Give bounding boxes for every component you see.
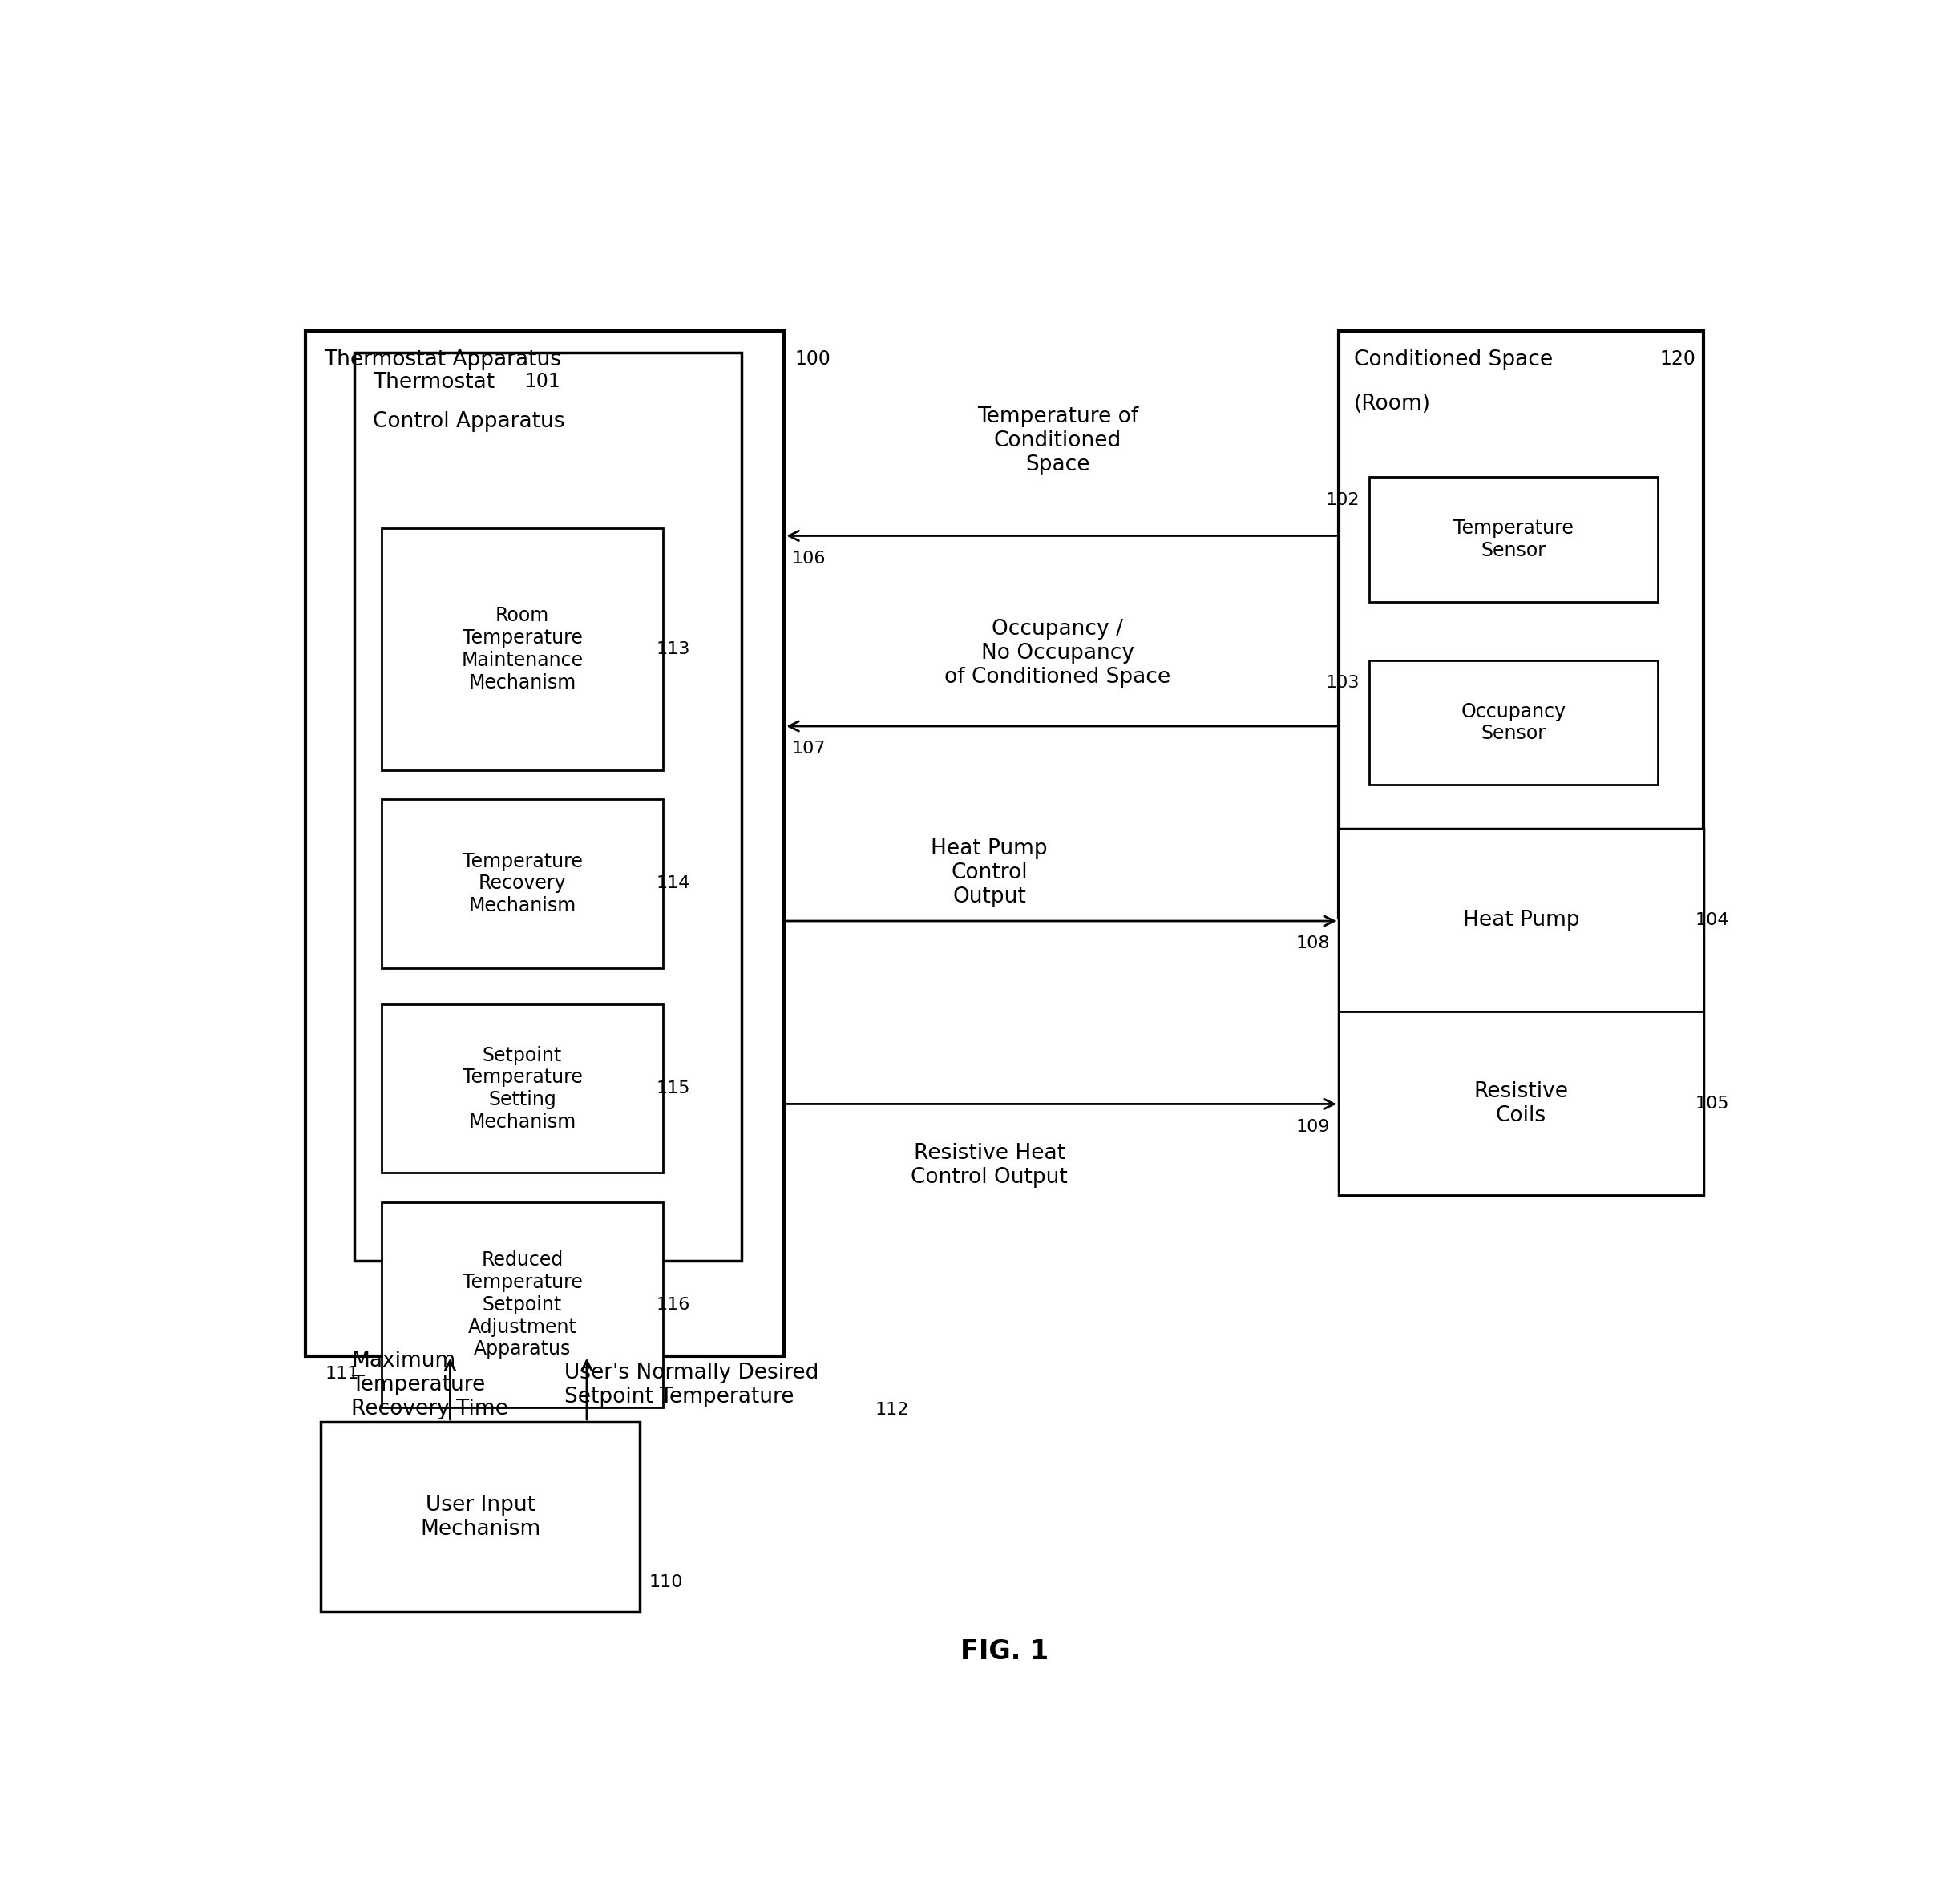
FancyBboxPatch shape xyxy=(1368,477,1658,601)
Text: Thermostat: Thermostat xyxy=(372,371,494,392)
Text: Thermostat Apparatus: Thermostat Apparatus xyxy=(323,350,561,371)
Text: Maximum
Temperature
Recovery Time: Maximum Temperature Recovery Time xyxy=(351,1350,508,1419)
FancyBboxPatch shape xyxy=(1339,829,1703,1012)
Text: Resistive Heat
Control Output: Resistive Heat Control Output xyxy=(911,1143,1068,1189)
Text: Heat Pump
Control
Output: Heat Pump Control Output xyxy=(931,839,1049,907)
Text: 106: 106 xyxy=(792,550,825,567)
Text: Room
Temperature
Maintenance
Mechanism: Room Temperature Maintenance Mechanism xyxy=(461,607,584,692)
Text: Conditioned Space: Conditioned Space xyxy=(1354,350,1552,371)
Text: 109: 109 xyxy=(1296,1118,1329,1135)
Text: Temperature of
Conditioned
Space: Temperature of Conditioned Space xyxy=(976,407,1139,476)
Text: Control Apparatus: Control Apparatus xyxy=(372,411,564,432)
Text: 104: 104 xyxy=(1695,913,1729,928)
FancyBboxPatch shape xyxy=(1339,829,1703,1194)
Text: Resistive
Coils: Resistive Coils xyxy=(1474,1080,1568,1126)
Text: 116: 116 xyxy=(657,1297,690,1312)
Text: Reduced
Temperature
Setpoint
Adjustment
Apparatus: Reduced Temperature Setpoint Adjustment … xyxy=(463,1250,582,1358)
Text: 113: 113 xyxy=(657,641,690,658)
Text: User Input
Mechanism: User Input Mechanism xyxy=(419,1495,541,1539)
Text: 100: 100 xyxy=(796,350,831,369)
FancyBboxPatch shape xyxy=(382,799,662,968)
FancyBboxPatch shape xyxy=(382,1004,662,1174)
FancyBboxPatch shape xyxy=(306,331,784,1356)
Text: Temperature
Recovery
Mechanism: Temperature Recovery Mechanism xyxy=(463,852,582,915)
FancyBboxPatch shape xyxy=(355,352,741,1261)
Text: User's Normally Desired
Setpoint Temperature: User's Normally Desired Setpoint Tempera… xyxy=(564,1364,819,1407)
Text: Setpoint
Temperature
Setting
Mechanism: Setpoint Temperature Setting Mechanism xyxy=(463,1046,582,1132)
Text: 114: 114 xyxy=(657,875,690,892)
FancyBboxPatch shape xyxy=(1368,660,1658,786)
Text: 102: 102 xyxy=(1325,493,1360,508)
Text: Occupancy
Sensor: Occupancy Sensor xyxy=(1460,702,1566,744)
Text: 112: 112 xyxy=(876,1402,909,1419)
Text: Heat Pump: Heat Pump xyxy=(1462,909,1580,930)
Text: Temperature
Sensor: Temperature Sensor xyxy=(1452,519,1574,561)
FancyBboxPatch shape xyxy=(1339,331,1703,917)
Text: 115: 115 xyxy=(657,1080,690,1097)
FancyBboxPatch shape xyxy=(382,1202,662,1407)
Text: 103: 103 xyxy=(1325,675,1360,690)
Text: 107: 107 xyxy=(792,740,825,757)
Text: 105: 105 xyxy=(1695,1096,1729,1111)
Text: 120: 120 xyxy=(1660,350,1695,369)
Text: 101: 101 xyxy=(525,371,561,392)
Text: (Room): (Room) xyxy=(1354,394,1431,415)
Text: 108: 108 xyxy=(1296,936,1329,951)
Text: 110: 110 xyxy=(649,1575,684,1590)
FancyBboxPatch shape xyxy=(382,529,662,770)
Text: Occupancy /
No Occupancy
of Conditioned Space: Occupancy / No Occupancy of Conditioned … xyxy=(945,618,1170,687)
Text: FIG. 1: FIG. 1 xyxy=(960,1638,1049,1664)
FancyBboxPatch shape xyxy=(321,1423,639,1613)
FancyBboxPatch shape xyxy=(1339,1012,1703,1194)
Text: 111: 111 xyxy=(325,1366,359,1381)
